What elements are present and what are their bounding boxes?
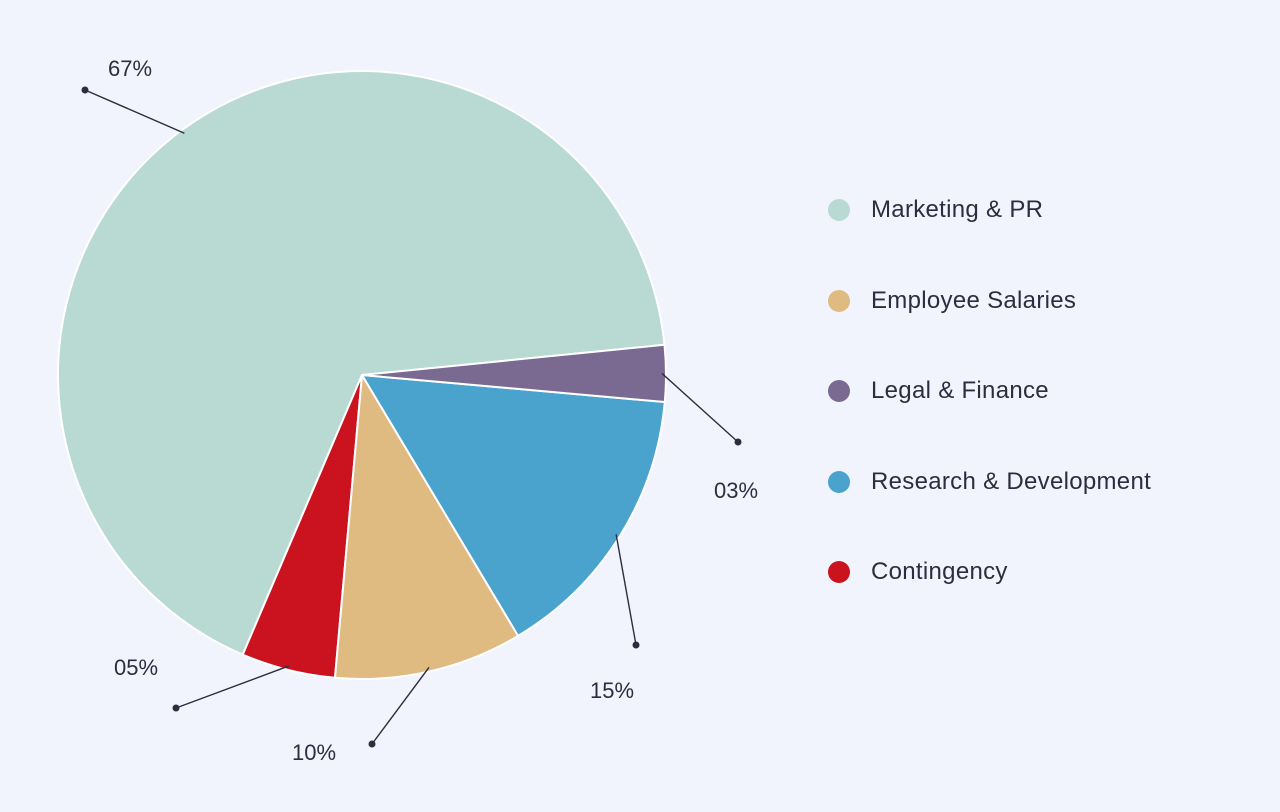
legend-item-legal-finance: Legal & Finance bbox=[828, 371, 1268, 411]
legend-item-marketing-pr: Marketing & PR bbox=[828, 190, 1268, 230]
chart-legend: Marketing & PR Employee Salaries Legal &… bbox=[828, 190, 1268, 643]
leader-line-employee-salaries bbox=[371, 667, 430, 745]
legend-swatch-research-development bbox=[828, 470, 850, 493]
pct-label-employee-salaries: 10% bbox=[292, 740, 336, 765]
legend-label-legal-finance: Legal & Finance bbox=[871, 377, 1049, 404]
leader-dot-legal-finance bbox=[734, 438, 742, 446]
leader-dot-research-development bbox=[632, 641, 640, 649]
pie-slice-research-development bbox=[361, 374, 666, 637]
legend-label-marketing-pr: Marketing & PR bbox=[871, 196, 1044, 223]
pie-slices bbox=[57, 70, 667, 681]
pct-label-contingency: 05% bbox=[114, 655, 158, 680]
leader-dot-contingency bbox=[172, 704, 180, 712]
pie-slice-employee-salaries bbox=[333, 374, 520, 681]
leader-line-research-development bbox=[615, 534, 637, 646]
pct-label-research-development: 15% bbox=[590, 678, 634, 703]
legend-label-research-development: Research & Development bbox=[871, 467, 1152, 495]
legend-item-research-development: Research & Development bbox=[828, 462, 1268, 502]
legend-label-employee-salaries: Employee Salaries bbox=[871, 286, 1077, 314]
leader-dot-marketing-pr bbox=[81, 86, 89, 94]
pie-slice-marketing-pr bbox=[57, 70, 666, 656]
legend-swatch-legal-finance bbox=[828, 380, 850, 402]
legend-swatch-employee-salaries bbox=[828, 289, 850, 312]
legend-item-employee-salaries: Employee Salaries bbox=[828, 281, 1268, 321]
leader-line-legal-finance bbox=[661, 372, 739, 443]
leader-line-contingency bbox=[175, 665, 290, 709]
pie-percent-labels: 67% 05% 10% 15% 03% bbox=[108, 56, 758, 765]
pie-slice-legal-finance bbox=[361, 343, 667, 404]
legend-label-contingency: Contingency bbox=[871, 558, 1008, 585]
pie-leader-lines bbox=[81, 86, 742, 748]
legend-item-contingency: Contingency bbox=[828, 552, 1268, 592]
legend-swatch-contingency bbox=[828, 561, 850, 583]
leader-line-marketing-pr bbox=[84, 89, 185, 134]
pct-label-legal-finance: 03% bbox=[714, 478, 758, 503]
pct-label-marketing-pr: 67% bbox=[108, 56, 152, 81]
leader-dot-employee-salaries bbox=[368, 740, 376, 748]
legend-swatch-marketing-pr bbox=[828, 199, 850, 221]
